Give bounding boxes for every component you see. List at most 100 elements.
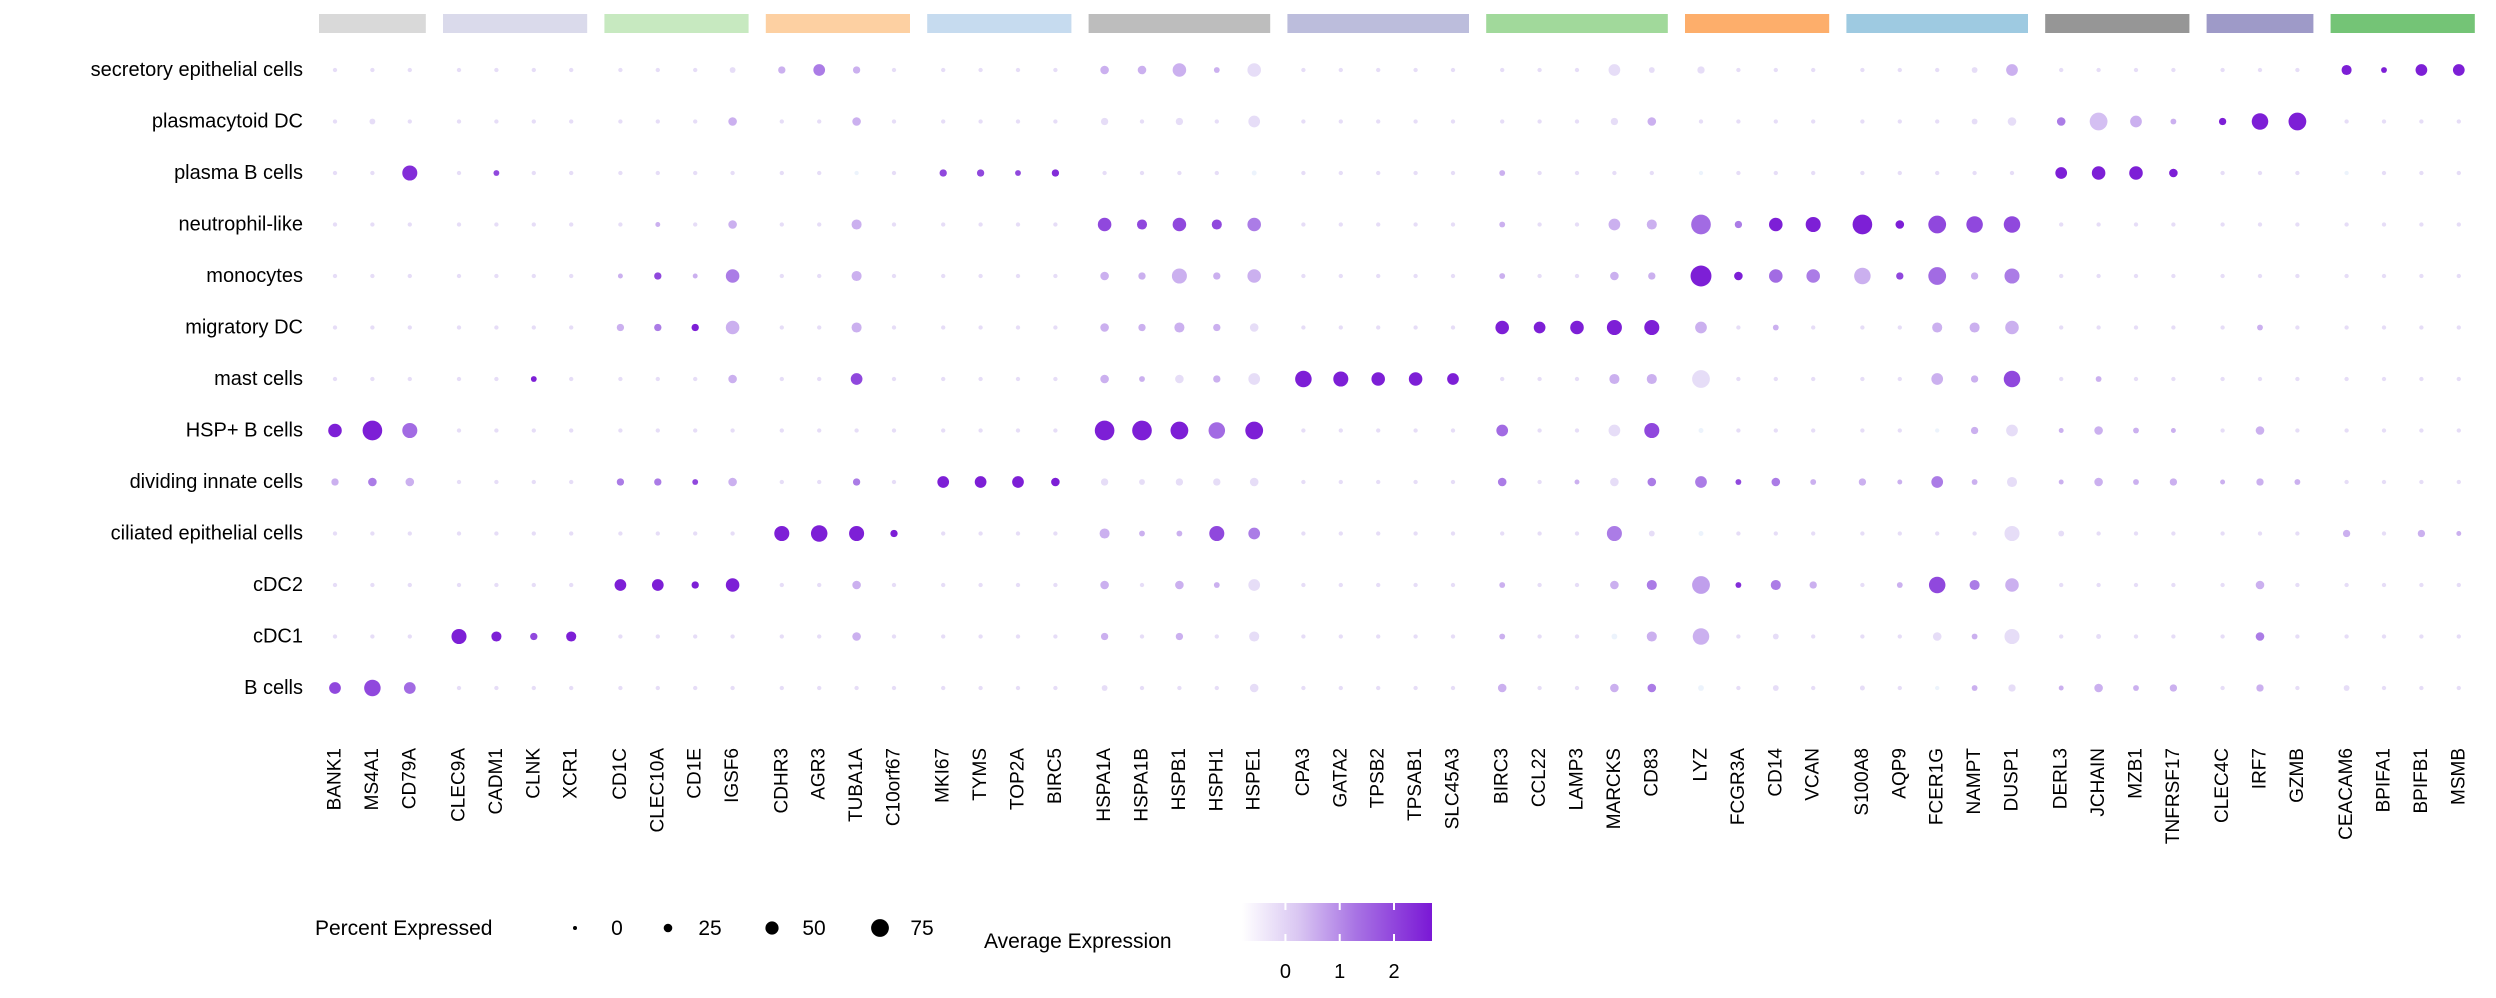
expression-dot [2170,428,2176,433]
expression-dot [1606,319,1622,336]
legend-size-value: 75 [910,917,933,940]
expression-dot [1537,634,1542,639]
expression-dot [655,376,660,382]
expression-dot [2056,117,2066,126]
expression-dot [1012,476,1024,488]
expression-dot [2381,634,2387,639]
expression-dot [1736,428,1741,433]
expression-dot [1692,628,1710,645]
expression-dot [2220,170,2225,176]
expression-dot [2133,427,2139,434]
expression-dot [2094,477,2103,487]
expression-dot [2295,685,2300,691]
expression-dot [2133,67,2139,73]
expression-dot [1136,219,1148,230]
expression-dot [2381,531,2387,536]
expression-dot [1500,531,1505,536]
gene-label: GATA2 [1330,748,1351,807]
expression-dot [1574,582,1580,588]
expression-dot [1610,271,1619,281]
expression-dot [2381,222,2387,227]
expression-dot [817,634,822,639]
expression-dot [1537,531,1542,536]
expression-dot [332,222,338,227]
expression-dot [531,67,536,73]
expression-dot [1376,325,1381,330]
expression-dot [2419,685,2424,691]
gene-label: TPSB2 [1368,748,1389,808]
gene-label: FCGR3A [1728,748,1749,825]
expression-dot [725,269,740,283]
cell-type-label: plasma B cells [174,162,303,184]
expression-dot [2344,273,2349,279]
gene-label: XCR1 [561,748,582,799]
group-band [1486,14,1668,33]
expression-dot [1609,373,1620,385]
expression-dot [569,685,574,691]
expression-dot [779,582,784,588]
expression-dot [2058,530,2065,537]
expression-dot [456,67,462,73]
expression-dot [1447,373,1459,385]
expression-dot [2091,166,2106,180]
expression-dot [1734,271,1743,281]
expression-dot [1860,582,1865,588]
expression-dot [456,170,462,176]
expression-dot [1301,582,1306,588]
expression-dot [1015,119,1021,124]
expression-dot [1338,273,1343,279]
expression-dot [618,119,623,124]
expression-dot [2257,324,2263,331]
expression-dot [1413,325,1418,330]
expression-dot [2419,376,2424,382]
expression-dot [779,634,784,639]
expression-dot [569,325,574,330]
colorbar [1242,903,1432,941]
legend-size-value: 25 [698,917,721,940]
expression-dot [2456,479,2461,485]
expression-dot [1928,576,1946,594]
expression-dot [1338,685,1343,691]
expression-dot [1413,67,1418,73]
expression-dot [1376,685,1381,691]
legend-size-dot [871,919,889,937]
expression-dot [1450,222,1456,227]
expression-dot [779,119,784,124]
expression-dot [2381,325,2387,330]
expression-dot [1172,217,1187,232]
expression-dot [1500,119,1505,124]
expression-dot [1301,119,1306,124]
gene-label: MARCKS [1604,748,1625,829]
expression-dot [2295,222,2300,227]
expression-dot [1301,634,1306,639]
expression-dot [1175,632,1184,641]
expression-dot [407,531,412,536]
expression-dot [1608,218,1621,231]
expression-dot [1897,428,1902,433]
expression-dot [2381,376,2387,382]
cell-type-label: monocytes [206,265,303,287]
expression-dot [531,222,536,227]
expression-dot [1450,119,1456,124]
expression-dot [978,685,983,691]
expression-dot [779,479,784,485]
expression-dot [1897,634,1902,639]
expression-dot [891,376,897,382]
expression-dot [1811,531,1816,536]
expression-dot [941,376,946,382]
expression-dot [1376,582,1381,588]
expression-dot [569,479,574,485]
expression-dot [2419,479,2424,485]
expression-dot [978,67,983,73]
expression-dot [1928,267,1947,285]
expression-dot [331,478,339,486]
expression-dot [974,476,987,488]
expression-dot [1692,576,1710,594]
gene-label: TNFRSF17 [2163,748,2184,844]
expression-dot [2220,531,2225,536]
expression-dot [1338,325,1343,330]
expression-dot [618,67,623,73]
expression-dot [407,273,412,279]
expression-dot [693,170,698,176]
gene-label: HSPA1A [1094,748,1115,822]
